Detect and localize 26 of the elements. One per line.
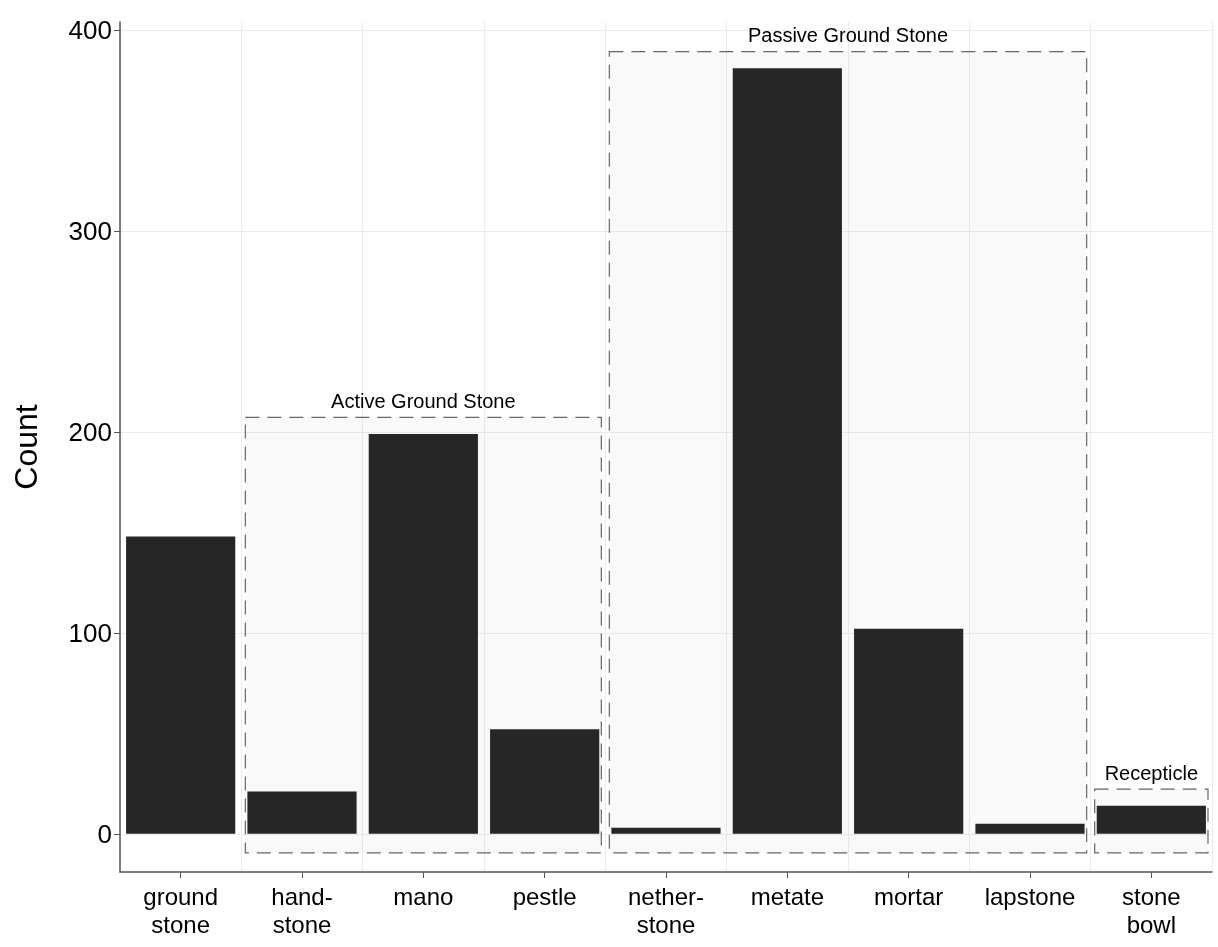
y-tick-label: 200	[68, 416, 112, 447]
bar	[975, 823, 1085, 834]
y-axis-title: Count	[8, 404, 44, 490]
x-tick-label: nether- stone	[627, 882, 705, 938]
bar	[126, 536, 236, 834]
x-tick-label: pestle	[512, 882, 577, 910]
y-tick-label: 300	[68, 215, 112, 246]
x-tick-label: stone bowl	[1121, 882, 1181, 938]
x-tick-label: metate	[750, 882, 825, 910]
bar	[490, 729, 600, 834]
x-tick-label: lapstone	[984, 882, 1076, 910]
band-label: Recepticle	[1104, 761, 1199, 784]
x-tick-label: mortar	[873, 882, 944, 910]
bar	[611, 827, 721, 834]
x-tick-label: ground stone	[143, 882, 219, 938]
bar	[854, 628, 964, 834]
y-tick-label: 400	[68, 15, 112, 46]
bar	[368, 433, 478, 834]
x-tick-label: mano	[393, 882, 454, 910]
band-label: Passive Ground Stone	[747, 24, 949, 47]
band-label: Active Ground Stone	[331, 389, 516, 412]
bar	[247, 791, 357, 834]
x-tick-label: hand- stone	[271, 882, 333, 938]
y-tick-label: 100	[68, 617, 112, 648]
bar	[732, 68, 842, 834]
y-tick-label: 0	[97, 818, 112, 849]
